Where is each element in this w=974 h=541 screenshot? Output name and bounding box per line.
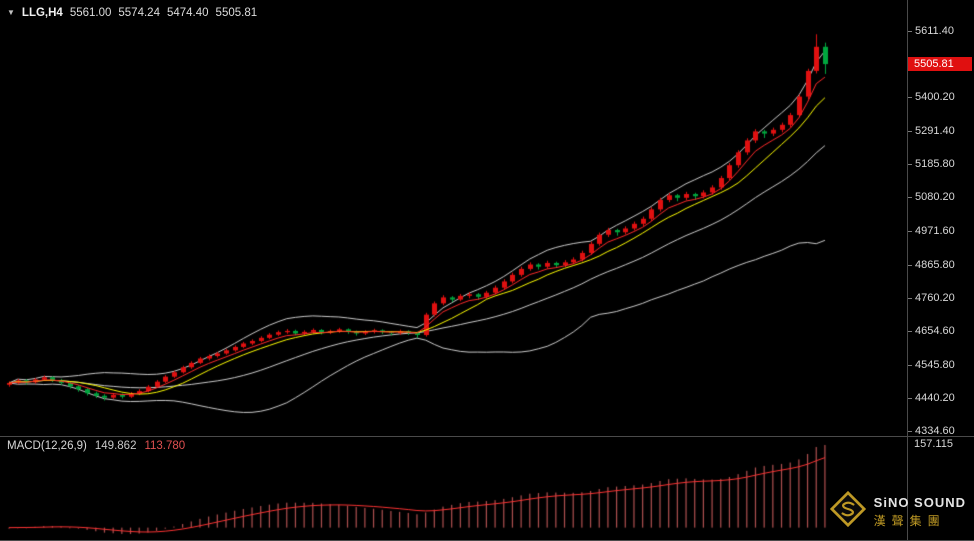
macd-axis-top-label: 157.115 xyxy=(914,438,953,450)
price-axis-tick xyxy=(908,364,912,366)
macd-indicator-label: MACD(12,26,9) xyxy=(7,440,87,452)
brand-watermark: SiNO SOUND 漢聲集團 xyxy=(829,490,966,532)
price-axis-tick xyxy=(908,231,912,233)
macd-main-value: 149.862 xyxy=(94,440,137,452)
quote-bar: ▼ LLG,H4 5561.00 5574.24 5474.40 5505.81 xyxy=(7,7,257,19)
main-chart-canvas[interactable] xyxy=(0,0,974,436)
sino-sound-diamond-icon xyxy=(829,490,866,532)
macd-signal-value: 113.780 xyxy=(144,440,186,452)
price-axis-label: 5291.40 xyxy=(915,125,955,138)
price-axis-tick xyxy=(908,131,912,133)
current-price-tag: 5505.81 xyxy=(908,57,972,72)
price-axis-label: 5185.80 xyxy=(915,158,955,171)
price-axis-label: 5611.40 xyxy=(915,25,954,37)
brand-name: SiNO SOUND xyxy=(873,494,966,510)
price-axis-label: 4334.60 xyxy=(915,425,955,437)
symbol-period-label: LLG,H4 xyxy=(21,7,63,19)
quote-low: 5474.40 xyxy=(166,7,209,19)
price-axis-tick xyxy=(908,431,912,432)
price-axis-label: 4440.20 xyxy=(915,391,955,404)
price-axis-label: 4654.60 xyxy=(915,324,955,337)
price-axis-tick xyxy=(908,264,912,266)
price-axis-tick xyxy=(908,97,912,99)
price-axis-label: 5400.20 xyxy=(915,91,955,104)
price-axis-label: 4545.80 xyxy=(915,358,955,371)
symbol-dropdown-icon[interactable]: ▼ xyxy=(7,8,15,17)
panel-separator[interactable] xyxy=(0,436,974,437)
price-axis-tick xyxy=(908,31,912,32)
price-axis-label: 4971.60 xyxy=(915,225,955,238)
price-axis-tick xyxy=(908,330,912,332)
price-axis-tick xyxy=(908,197,912,199)
quote-close: 5505.81 xyxy=(215,7,258,19)
quote-high: 5574.24 xyxy=(118,7,160,19)
price-axis[interactable]: 5611.40 5400.20 5291.40 5185.80 5080.20 4971.… xyxy=(907,0,974,541)
price-axis-label: 5080.20 xyxy=(915,191,955,204)
price-axis-label: 4865.80 xyxy=(915,258,955,271)
quote-open: 5561.00 xyxy=(69,7,112,19)
current-price-value: 5505.81 xyxy=(914,58,954,71)
price-axis-tick xyxy=(908,164,912,166)
price-axis-tick xyxy=(908,397,912,399)
price-axis-label: 4760.20 xyxy=(915,291,955,304)
price-axis-tick xyxy=(908,297,912,299)
macd-label-row: MACD(12,26,9) 149.862 113.780 xyxy=(7,440,185,452)
macd-indicator-canvas[interactable] xyxy=(0,437,974,541)
brand-name-chinese: 漢聲集團 xyxy=(873,513,946,528)
